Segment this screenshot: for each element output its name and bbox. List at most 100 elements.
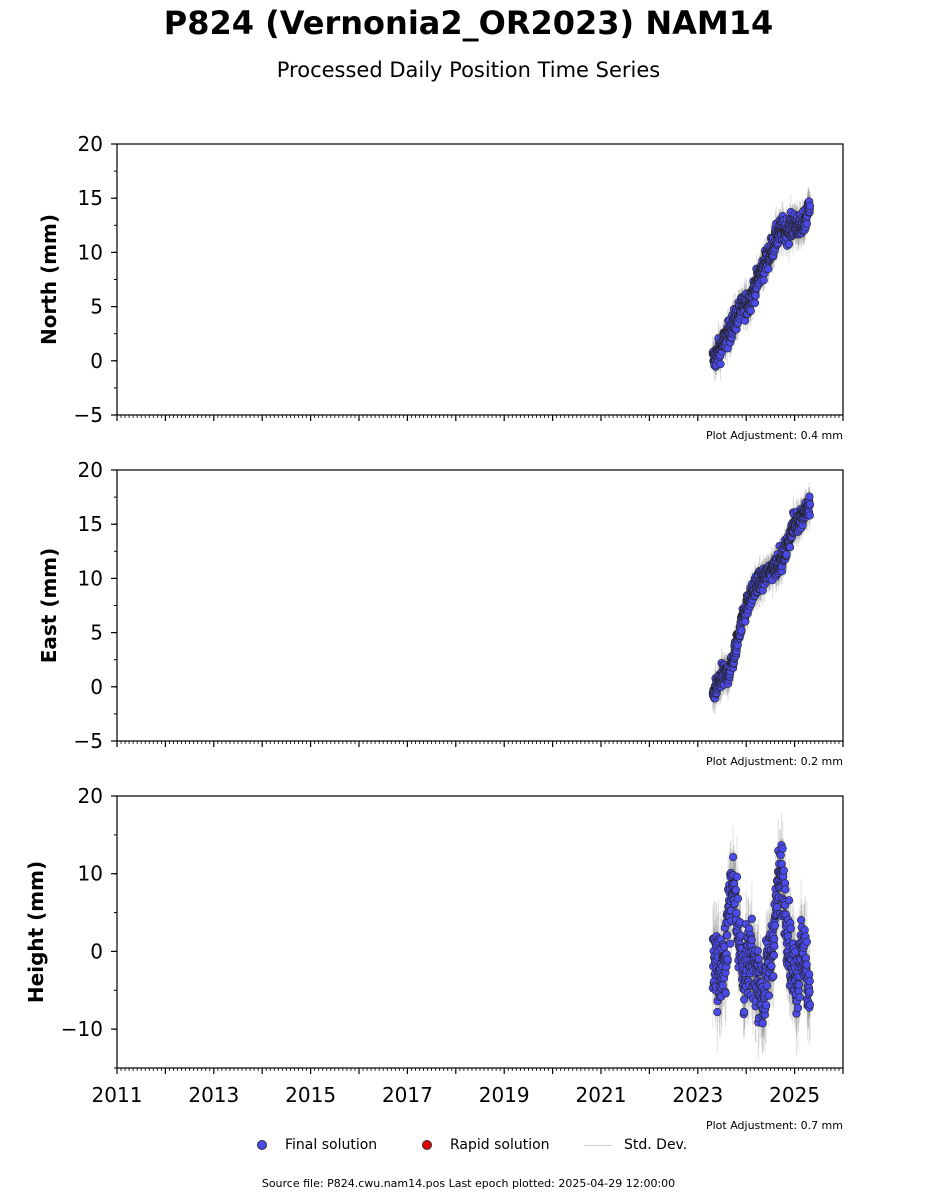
data-point (782, 550, 791, 559)
data-point (747, 914, 757, 923)
data-point (769, 972, 778, 981)
panel-1-frame (116, 469, 844, 742)
legend-final-marker (257, 1140, 267, 1150)
y-tick-label: −10 (61, 1017, 103, 1041)
y-tick-label: 15 (78, 512, 103, 536)
data-point (721, 989, 730, 998)
x-tick-label: 2015 (285, 1083, 336, 1107)
data-point (805, 976, 814, 986)
x-tick-label: 2011 (92, 1083, 143, 1107)
source-footer: Source file: P824.cwu.nam14.pos Last epo… (261, 1177, 676, 1190)
data-point (805, 1000, 815, 1009)
y-axis-label: North (mm) (37, 214, 61, 345)
data-point (762, 1001, 771, 1010)
panel-0-data (708, 187, 815, 382)
data-point (759, 276, 768, 285)
chart-subtitle: Processed Daily Position Time Series (276, 58, 661, 82)
data-point (784, 896, 794, 905)
data-point (805, 492, 814, 501)
data-point (751, 291, 760, 300)
data-point (713, 1008, 722, 1017)
data-point (747, 935, 756, 944)
x-tick-label: 2019 (479, 1083, 530, 1107)
data-point (716, 360, 725, 369)
panel-1-data (708, 482, 815, 714)
data-point (793, 1003, 803, 1013)
y-tick-label: 20 (78, 458, 103, 482)
data-point (737, 626, 746, 635)
data-point (779, 866, 788, 875)
data-point (805, 500, 815, 509)
data-point (731, 885, 740, 894)
y-axis-label: East (mm) (37, 548, 61, 664)
legend-final-label: Final solution (285, 1137, 378, 1153)
data-point (781, 885, 790, 894)
legend-std: Std. Dev. (584, 1137, 687, 1153)
y-tick-label: 10 (78, 566, 103, 590)
data-point (733, 894, 743, 903)
data-point (758, 1019, 767, 1028)
data-point (805, 201, 815, 211)
y-tick-label: −5 (74, 403, 103, 427)
data-point (805, 987, 814, 996)
data-point (770, 934, 779, 944)
data-point (770, 921, 780, 930)
data-point (767, 961, 776, 971)
panel-0-frame (116, 143, 844, 416)
x-tick-label: 2017 (382, 1083, 433, 1107)
legend: Final solution Rapid solution Std. Dev. (0, 1137, 937, 1157)
y-tick-label: 0 (90, 349, 103, 373)
legend-rapid-label: Rapid solution (450, 1137, 550, 1153)
y-tick-label: 0 (90, 939, 103, 963)
data-point (802, 960, 811, 969)
y-tick-label: 20 (78, 784, 103, 808)
y-tick-label: 20 (78, 132, 103, 156)
y-tick-label: 0 (90, 675, 103, 699)
y-tick-label: 5 (90, 621, 103, 645)
data-point (784, 239, 793, 249)
legend-std-marker (584, 1144, 612, 1146)
north-plot-adjustment: Plot Adjustment: 0.4 mm (705, 429, 843, 442)
data-point (802, 937, 811, 946)
data-point (778, 844, 787, 853)
data-point (805, 970, 814, 979)
data-point (785, 543, 795, 552)
data-point (729, 852, 738, 862)
y-tick-label: −5 (74, 729, 103, 753)
data-point (764, 991, 774, 1000)
y-axis-label: Height (mm) (24, 861, 48, 1003)
y-tick-label: 10 (78, 240, 103, 264)
data-point (753, 946, 762, 955)
data-point (723, 955, 732, 964)
legend-final: Final solution (257, 1137, 377, 1153)
data-point (732, 909, 741, 918)
y-tick-label: 10 (78, 862, 103, 886)
data-point (802, 219, 811, 228)
data-point (794, 980, 804, 989)
data-point (762, 981, 772, 990)
data-point (750, 298, 760, 308)
data-point (754, 954, 763, 963)
y-tick-label: 15 (78, 186, 103, 210)
legend-rapid: Rapid solution (422, 1137, 550, 1153)
data-point (805, 511, 814, 520)
data-point (739, 1007, 749, 1016)
x-tick-label: 2025 (769, 1083, 820, 1107)
data-point (732, 872, 742, 881)
chart-title: P824 (Vernonia2_OR2023) NAM14 (163, 4, 774, 42)
data-point (786, 924, 795, 933)
x-tick-label: 2023 (672, 1083, 723, 1107)
legend-rapid-marker (422, 1140, 432, 1150)
x-tick-label: 2013 (188, 1083, 239, 1107)
y-tick-label: 5 (90, 295, 103, 319)
data-point (746, 306, 755, 315)
data-point (740, 995, 749, 1004)
data-point (764, 264, 773, 273)
data-point (796, 916, 806, 925)
height-plot-adjustment: Plot Adjustment: 0.7 mm (705, 1119, 843, 1132)
data-point (795, 993, 804, 1002)
data-point (723, 931, 732, 940)
panel-2-data (708, 813, 815, 1060)
data-point (726, 939, 735, 948)
